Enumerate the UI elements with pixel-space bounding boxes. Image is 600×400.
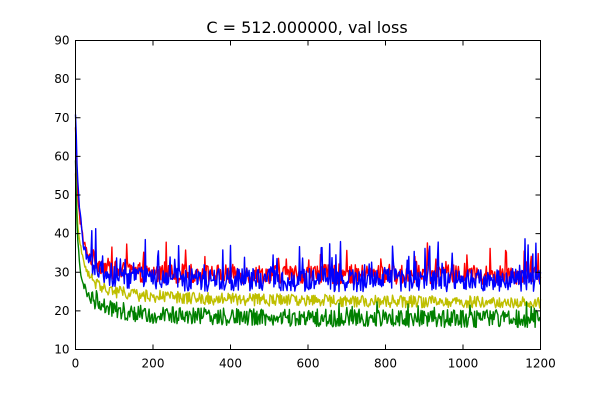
x-tick-label: 200 bbox=[142, 357, 165, 371]
y-tick-label: 80 bbox=[54, 72, 69, 86]
y-tick-label: 70 bbox=[54, 111, 69, 125]
x-tick-label: 1200 bbox=[525, 357, 556, 371]
series-line-2 bbox=[74, 173, 542, 309]
plot-lines bbox=[74, 114, 542, 329]
series-line-3 bbox=[74, 160, 541, 329]
plot-frame bbox=[75, 40, 541, 350]
x-tick-label: 800 bbox=[374, 357, 397, 371]
x-tick-label: 600 bbox=[297, 357, 320, 371]
axis-ticks: 0 200 400 600 800 1000 1200 10 20 30 40 50 60 70 80 90 bbox=[54, 34, 556, 371]
y-tick-label: 60 bbox=[54, 149, 69, 163]
y-tick-label: 30 bbox=[54, 265, 69, 279]
y-tick-label: 50 bbox=[54, 188, 69, 202]
chart-title: C = 512.000000, val loss bbox=[206, 18, 407, 37]
x-tick-label: 0 bbox=[72, 357, 80, 371]
y-tick-label: 90 bbox=[54, 34, 69, 48]
y-tick-label: 20 bbox=[54, 304, 69, 318]
y-tick-label: 40 bbox=[54, 227, 69, 241]
y-tick-label: 10 bbox=[54, 343, 69, 357]
x-tick-label: 1000 bbox=[448, 357, 479, 371]
x-tick-label: 400 bbox=[219, 357, 242, 371]
series-line-1 bbox=[74, 114, 542, 293]
